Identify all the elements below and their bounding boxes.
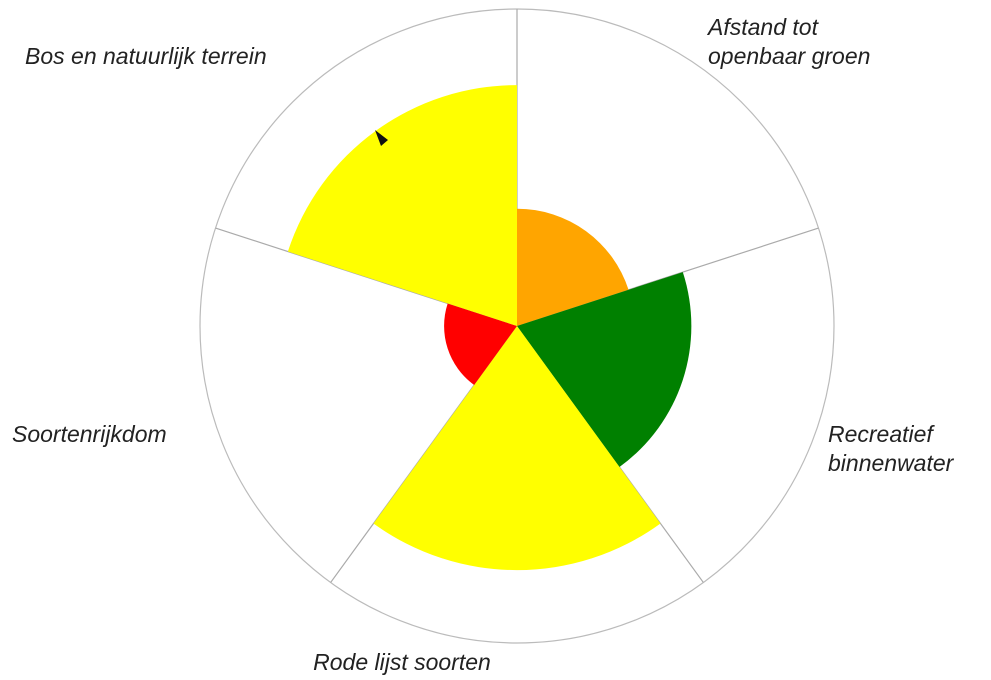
category-label: binnenwater	[828, 450, 955, 476]
category-label: Afstand tot	[706, 14, 820, 40]
sector	[517, 272, 692, 468]
category-label: Bos en natuurlijk terrein	[25, 43, 267, 69]
category-label: Soortenrijkdom	[12, 421, 167, 447]
category-label: Rode lijst soorten	[313, 649, 491, 675]
sector	[287, 85, 517, 326]
category-label: Recreatief	[828, 421, 935, 447]
category-label: openbaar groen	[708, 43, 870, 69]
sector	[517, 208, 629, 326]
cursor	[375, 130, 388, 146]
sector	[444, 303, 517, 385]
sector	[373, 326, 661, 571]
